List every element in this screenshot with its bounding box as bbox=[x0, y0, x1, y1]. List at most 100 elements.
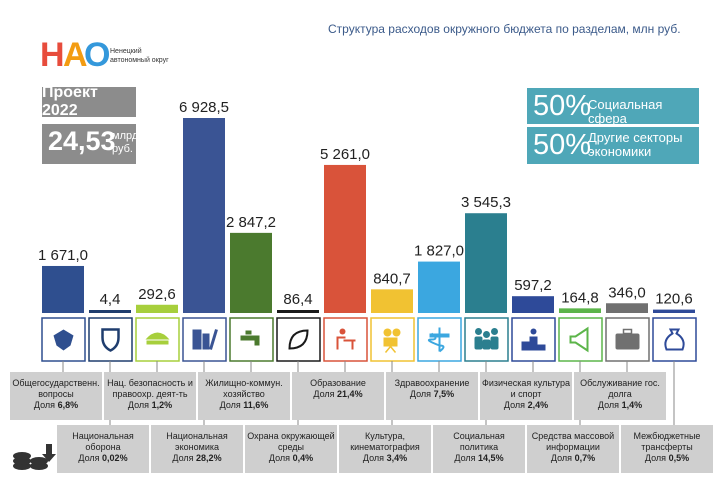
category-name: Жилищно-коммун. хозяйство bbox=[205, 378, 283, 399]
logo-letter-2: А bbox=[63, 36, 88, 74]
category-share: Доля 1,2% bbox=[127, 400, 173, 410]
logo-subtitle-2: автономный округ bbox=[110, 56, 169, 64]
category-share: Доля 28,2% bbox=[172, 453, 222, 463]
bar-value-label: 1 827,0 bbox=[414, 243, 464, 260]
bar-6 bbox=[277, 310, 319, 313]
logo-letter-1: Н bbox=[40, 36, 65, 74]
icon-frame bbox=[88, 317, 133, 362]
project-total-value: 24,53 bbox=[48, 126, 116, 156]
category-name: Нац. безопасность и правоохр. деят-ть bbox=[107, 378, 193, 399]
bar-value-label: 3 545,3 bbox=[461, 194, 511, 211]
bar-value-label: 292,6 bbox=[138, 286, 176, 303]
category-share: Доля 21,4% bbox=[313, 389, 363, 399]
category-name: Социальная политика bbox=[453, 431, 505, 452]
category-share: Доля 0,7% bbox=[550, 453, 596, 463]
category-name: Здравоохранение bbox=[394, 378, 470, 388]
project-label: Проект 2022 bbox=[42, 84, 136, 119]
bar-14 bbox=[653, 309, 695, 313]
bar-5 bbox=[230, 232, 272, 313]
bar-7 bbox=[324, 164, 366, 313]
category-box: Социальная политика Доля 14,5% bbox=[433, 425, 525, 473]
category-name: Физическая культура и спорт bbox=[482, 378, 570, 399]
category-share: Доля 0,02% bbox=[78, 453, 128, 463]
category-share: Доля 0,5% bbox=[644, 453, 690, 463]
megaphone-icon bbox=[569, 326, 589, 353]
category-share: Доля 0,4% bbox=[268, 453, 314, 463]
category-box: Средства массовой информации Доля 0,7% bbox=[527, 425, 619, 473]
unit-line-2: руб. bbox=[112, 143, 133, 155]
bar-12 bbox=[559, 308, 601, 313]
bar-3 bbox=[136, 304, 178, 313]
logo-subtitle-1: Ненецкий bbox=[110, 47, 142, 55]
money-bag-icon bbox=[664, 328, 685, 351]
category-box: Национальная экономика Доля 28,2% bbox=[151, 425, 243, 473]
icon-frame bbox=[652, 317, 697, 362]
icon-frame bbox=[558, 317, 603, 362]
bar-value-label: 2 847,2 bbox=[226, 214, 276, 231]
other-share-box: 50% Другие секторы экономики bbox=[527, 127, 699, 164]
category-share: Доля 1,4% bbox=[597, 400, 643, 410]
category-box: Общегосударственн. вопросы Доля 6,8% bbox=[10, 372, 102, 420]
bar-value-label: 5 261,0 bbox=[320, 146, 370, 163]
briefcase-icon bbox=[615, 328, 640, 350]
other-share-pct: 50% bbox=[533, 129, 592, 161]
category-name: Охрана окружающей среды bbox=[247, 431, 335, 452]
bar-value-label: 346,0 bbox=[608, 284, 646, 301]
other-share-label-1: Другие секторы bbox=[588, 130, 683, 145]
water-tap-icon bbox=[240, 330, 260, 346]
category-name: Межбюджетные трансферты bbox=[633, 431, 701, 452]
category-share: Доля 7,5% bbox=[409, 389, 455, 399]
sport-podium-icon bbox=[521, 328, 546, 351]
category-box: Физическая культура и спорт Доля 2,4% bbox=[480, 372, 572, 420]
category-box: Образование Доля 21,4% bbox=[292, 372, 384, 420]
category-share: Доля 3,4% bbox=[362, 453, 408, 463]
project-total-box: 24,53 млрд. руб. bbox=[42, 124, 141, 164]
bar-value-label: 1 671,0 bbox=[38, 247, 88, 264]
bar-4 bbox=[183, 118, 225, 313]
shield-icon bbox=[101, 328, 120, 352]
category-box: Культура, кинематография Доля 3,4% bbox=[339, 425, 431, 473]
bar-1 bbox=[42, 265, 84, 313]
category-box: Жилищно-коммун. хозяйство Доля 11,6% bbox=[198, 372, 290, 420]
bar-2 bbox=[89, 310, 131, 313]
category-share: Доля 11,6% bbox=[219, 400, 269, 410]
bar-value-label: 840,7 bbox=[373, 270, 411, 287]
category-box: Обслуживание гос. долга Доля 1,4% bbox=[574, 372, 666, 420]
category-name: Обслуживание гос. долга bbox=[580, 378, 660, 399]
nao-logo: Н А О Ненецкий автономный округ bbox=[40, 36, 169, 74]
medical-caduceus-icon bbox=[427, 327, 450, 353]
bar-value-label: 86,4 bbox=[283, 291, 312, 308]
social-share-box: 50% Социальная сфера bbox=[527, 88, 699, 126]
category-name: Средства массовой информации bbox=[531, 431, 615, 452]
bar-value-label: 120,6 bbox=[655, 291, 693, 308]
police-cap-icon bbox=[145, 332, 170, 345]
bar-13 bbox=[606, 303, 648, 313]
category-share: Доля 14,5% bbox=[454, 453, 504, 463]
road-city-icon bbox=[192, 329, 218, 350]
unit-line-1: млрд. bbox=[112, 130, 142, 142]
leaf-icon bbox=[288, 329, 309, 350]
bar-value-label: 164,8 bbox=[561, 289, 599, 306]
category-share: Доля 2,4% bbox=[503, 400, 549, 410]
bar-value-label: 4,4 bbox=[100, 291, 121, 308]
category-name: Общегосударственн. вопросы bbox=[12, 378, 100, 399]
category-name: Культура, кинематография bbox=[350, 431, 420, 452]
category-box: Нац. безопасность и правоохр. деят-ть Дол… bbox=[104, 372, 196, 420]
project-total-unit: млрд. руб. bbox=[112, 130, 141, 156]
category-name: Образование bbox=[310, 378, 366, 388]
family-icon bbox=[474, 328, 499, 350]
social-share-pct: 50% bbox=[533, 90, 592, 122]
coins-download-icon bbox=[13, 444, 56, 470]
category-box: Охрана окружающей среды Доля 0,4% bbox=[245, 425, 337, 473]
bar-value-label: 6 928,5 bbox=[179, 99, 229, 116]
chart-title: Структура расходов окружного бюджета по … bbox=[328, 22, 681, 36]
bar-9 bbox=[418, 261, 460, 313]
category-name: Национальная экономика bbox=[166, 431, 228, 452]
category-name: Национальная оборона bbox=[72, 431, 134, 452]
emblem-icon bbox=[53, 329, 74, 351]
bar-10 bbox=[465, 213, 507, 313]
bar-11 bbox=[512, 296, 554, 313]
social-share-label: Социальная сфера bbox=[588, 97, 663, 126]
bar-value-label: 597,2 bbox=[514, 277, 552, 294]
